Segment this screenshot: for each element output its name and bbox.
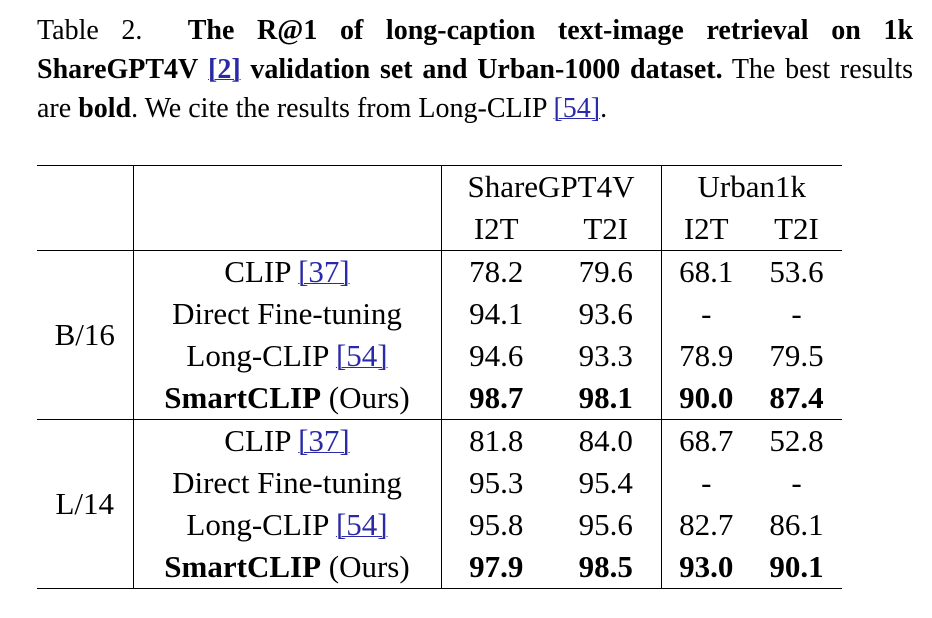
value-cell: 79.6	[551, 250, 662, 293]
value-cell: 68.1	[679, 254, 734, 289]
method-suffix: (Ours)	[328, 549, 410, 584]
value-cell: -	[791, 296, 802, 331]
value-cell: 95.6	[551, 504, 662, 546]
value-cell: 78.2	[469, 254, 524, 289]
group-label: B/16	[37, 250, 134, 420]
value-cell: 87.4	[751, 377, 842, 420]
method-cell: Long-CLIP [54]	[133, 335, 442, 377]
data-row: Long-CLIP [54] 94.6 93.3 78.9 79.5	[37, 335, 842, 377]
method-cell: Direct Fine-tuning	[133, 293, 442, 335]
method-cell: CLIP [37]	[133, 419, 442, 462]
citation[interactable]: [37]	[298, 254, 350, 289]
caption-title: The R@1 of long-caption text-image retri…	[37, 15, 914, 85]
method-name: CLIP	[224, 423, 291, 458]
group-label: L/14	[37, 419, 134, 589]
method-cell: Direct Fine-tuning	[133, 462, 442, 504]
citation[interactable]: [37]	[298, 423, 350, 458]
value-cell: 68.7	[679, 423, 734, 458]
method-name: SmartCLIP	[164, 549, 322, 584]
column-group: Urban1k	[697, 169, 806, 204]
method-suffix: (Ours)	[328, 380, 410, 415]
value-cell: 95.8	[469, 507, 524, 542]
value-cell: 98.5	[551, 546, 662, 589]
caption-text-bold: bold	[78, 93, 132, 124]
column-group: ShareGPT4V	[441, 165, 662, 208]
citation[interactable]: [2]	[208, 54, 241, 85]
corner-cell	[133, 165, 442, 251]
value-cell: 93.0	[679, 549, 734, 584]
method-name: CLIP	[224, 254, 291, 289]
caption-text: .	[600, 93, 608, 124]
citation[interactable]: [54]	[553, 93, 601, 124]
data-row: Long-CLIP [54] 95.8 95.6 82.7 86.1	[37, 504, 842, 546]
data-row: SmartCLIP (Ours) 98.7 98.1 90.0 87.4	[37, 377, 842, 420]
results-table: ShareGPT4V Urban1k I2T T2I I2T T2I B/16 CLIP [3…	[37, 165, 842, 589]
value-cell: 93.3	[551, 335, 662, 377]
value-cell: 93.6	[551, 293, 662, 335]
value-cell: 79.5	[769, 338, 824, 373]
value-cell: 81.8	[469, 423, 524, 458]
method-name: Long-CLIP	[186, 507, 329, 542]
value-cell: 94.6	[469, 338, 524, 373]
value-cell: 95.4	[551, 462, 662, 504]
method-cell: Long-CLIP [54]	[133, 504, 442, 546]
header-row: I2T T2I I2T T2I	[37, 208, 842, 251]
value-cell: 94.1	[469, 296, 524, 331]
method-cell: SmartCLIP (Ours)	[133, 546, 442, 589]
method-cell: CLIP [37]	[133, 250, 442, 293]
caption-text: . We cite the results from Long-CLIP	[131, 93, 547, 124]
value-cell: 95.3	[469, 465, 524, 500]
column-header: I2T	[441, 208, 551, 251]
value-cell: 82.7	[679, 507, 734, 542]
value-cell: 90.0	[661, 377, 751, 420]
value-cell: 78.9	[679, 338, 734, 373]
value-cell: 98.1	[551, 377, 662, 420]
value-cell: -	[701, 465, 712, 500]
value-cell: 52.8	[769, 423, 824, 458]
header-row: ShareGPT4V Urban1k	[37, 165, 842, 251]
citation[interactable]: [54]	[335, 338, 388, 373]
data-row: Direct Fine-tuning 94.1 93.6 - -	[37, 293, 842, 335]
data-row: SmartCLIP (Ours) 97.9 98.5 93.0 90.1	[37, 546, 842, 589]
method-name: Direct Fine-tuning	[172, 296, 402, 331]
method-name: SmartCLIP	[164, 380, 322, 415]
data-row: L/14 CLIP [37] 81.8 84.0 68.7 52.8	[37, 419, 842, 589]
method-cell: SmartCLIP (Ours)	[133, 377, 442, 420]
caption-label: Table 2.	[37, 15, 143, 46]
value-cell: 97.9	[469, 549, 524, 584]
value-cell: 98.7	[441, 377, 551, 420]
method-name: Direct Fine-tuning	[172, 465, 402, 500]
caption: Table 2. The R@1 of long-caption text-im…	[37, 11, 913, 128]
value-cell: 86.1	[769, 507, 824, 542]
method-name: Long-CLIP	[186, 338, 329, 373]
data-row: Direct Fine-tuning 95.3 95.4 - -	[37, 462, 842, 504]
value-cell: 90.1	[769, 549, 824, 584]
data-row: B/16 CLIP [37] 78.2 79.6 68.1 53.6	[37, 250, 842, 420]
citation[interactable]: [54]	[335, 507, 388, 542]
column-header: T2I	[551, 208, 662, 251]
caption-text: The best results are	[37, 54, 914, 124]
column-header: T2I	[751, 208, 842, 251]
value-cell: 53.6	[769, 254, 824, 289]
table-body: ShareGPT4V Urban1k I2T T2I I2T T2I B/16 CLIP [3…	[37, 165, 842, 589]
value-cell: -	[791, 465, 802, 500]
caption-title: validation set and Urban-1000 dataset.	[250, 54, 723, 85]
value-cell: 84.0	[551, 419, 662, 462]
corner-cell	[37, 165, 134, 251]
column-header: I2T	[661, 208, 751, 251]
value-cell: -	[701, 296, 712, 331]
